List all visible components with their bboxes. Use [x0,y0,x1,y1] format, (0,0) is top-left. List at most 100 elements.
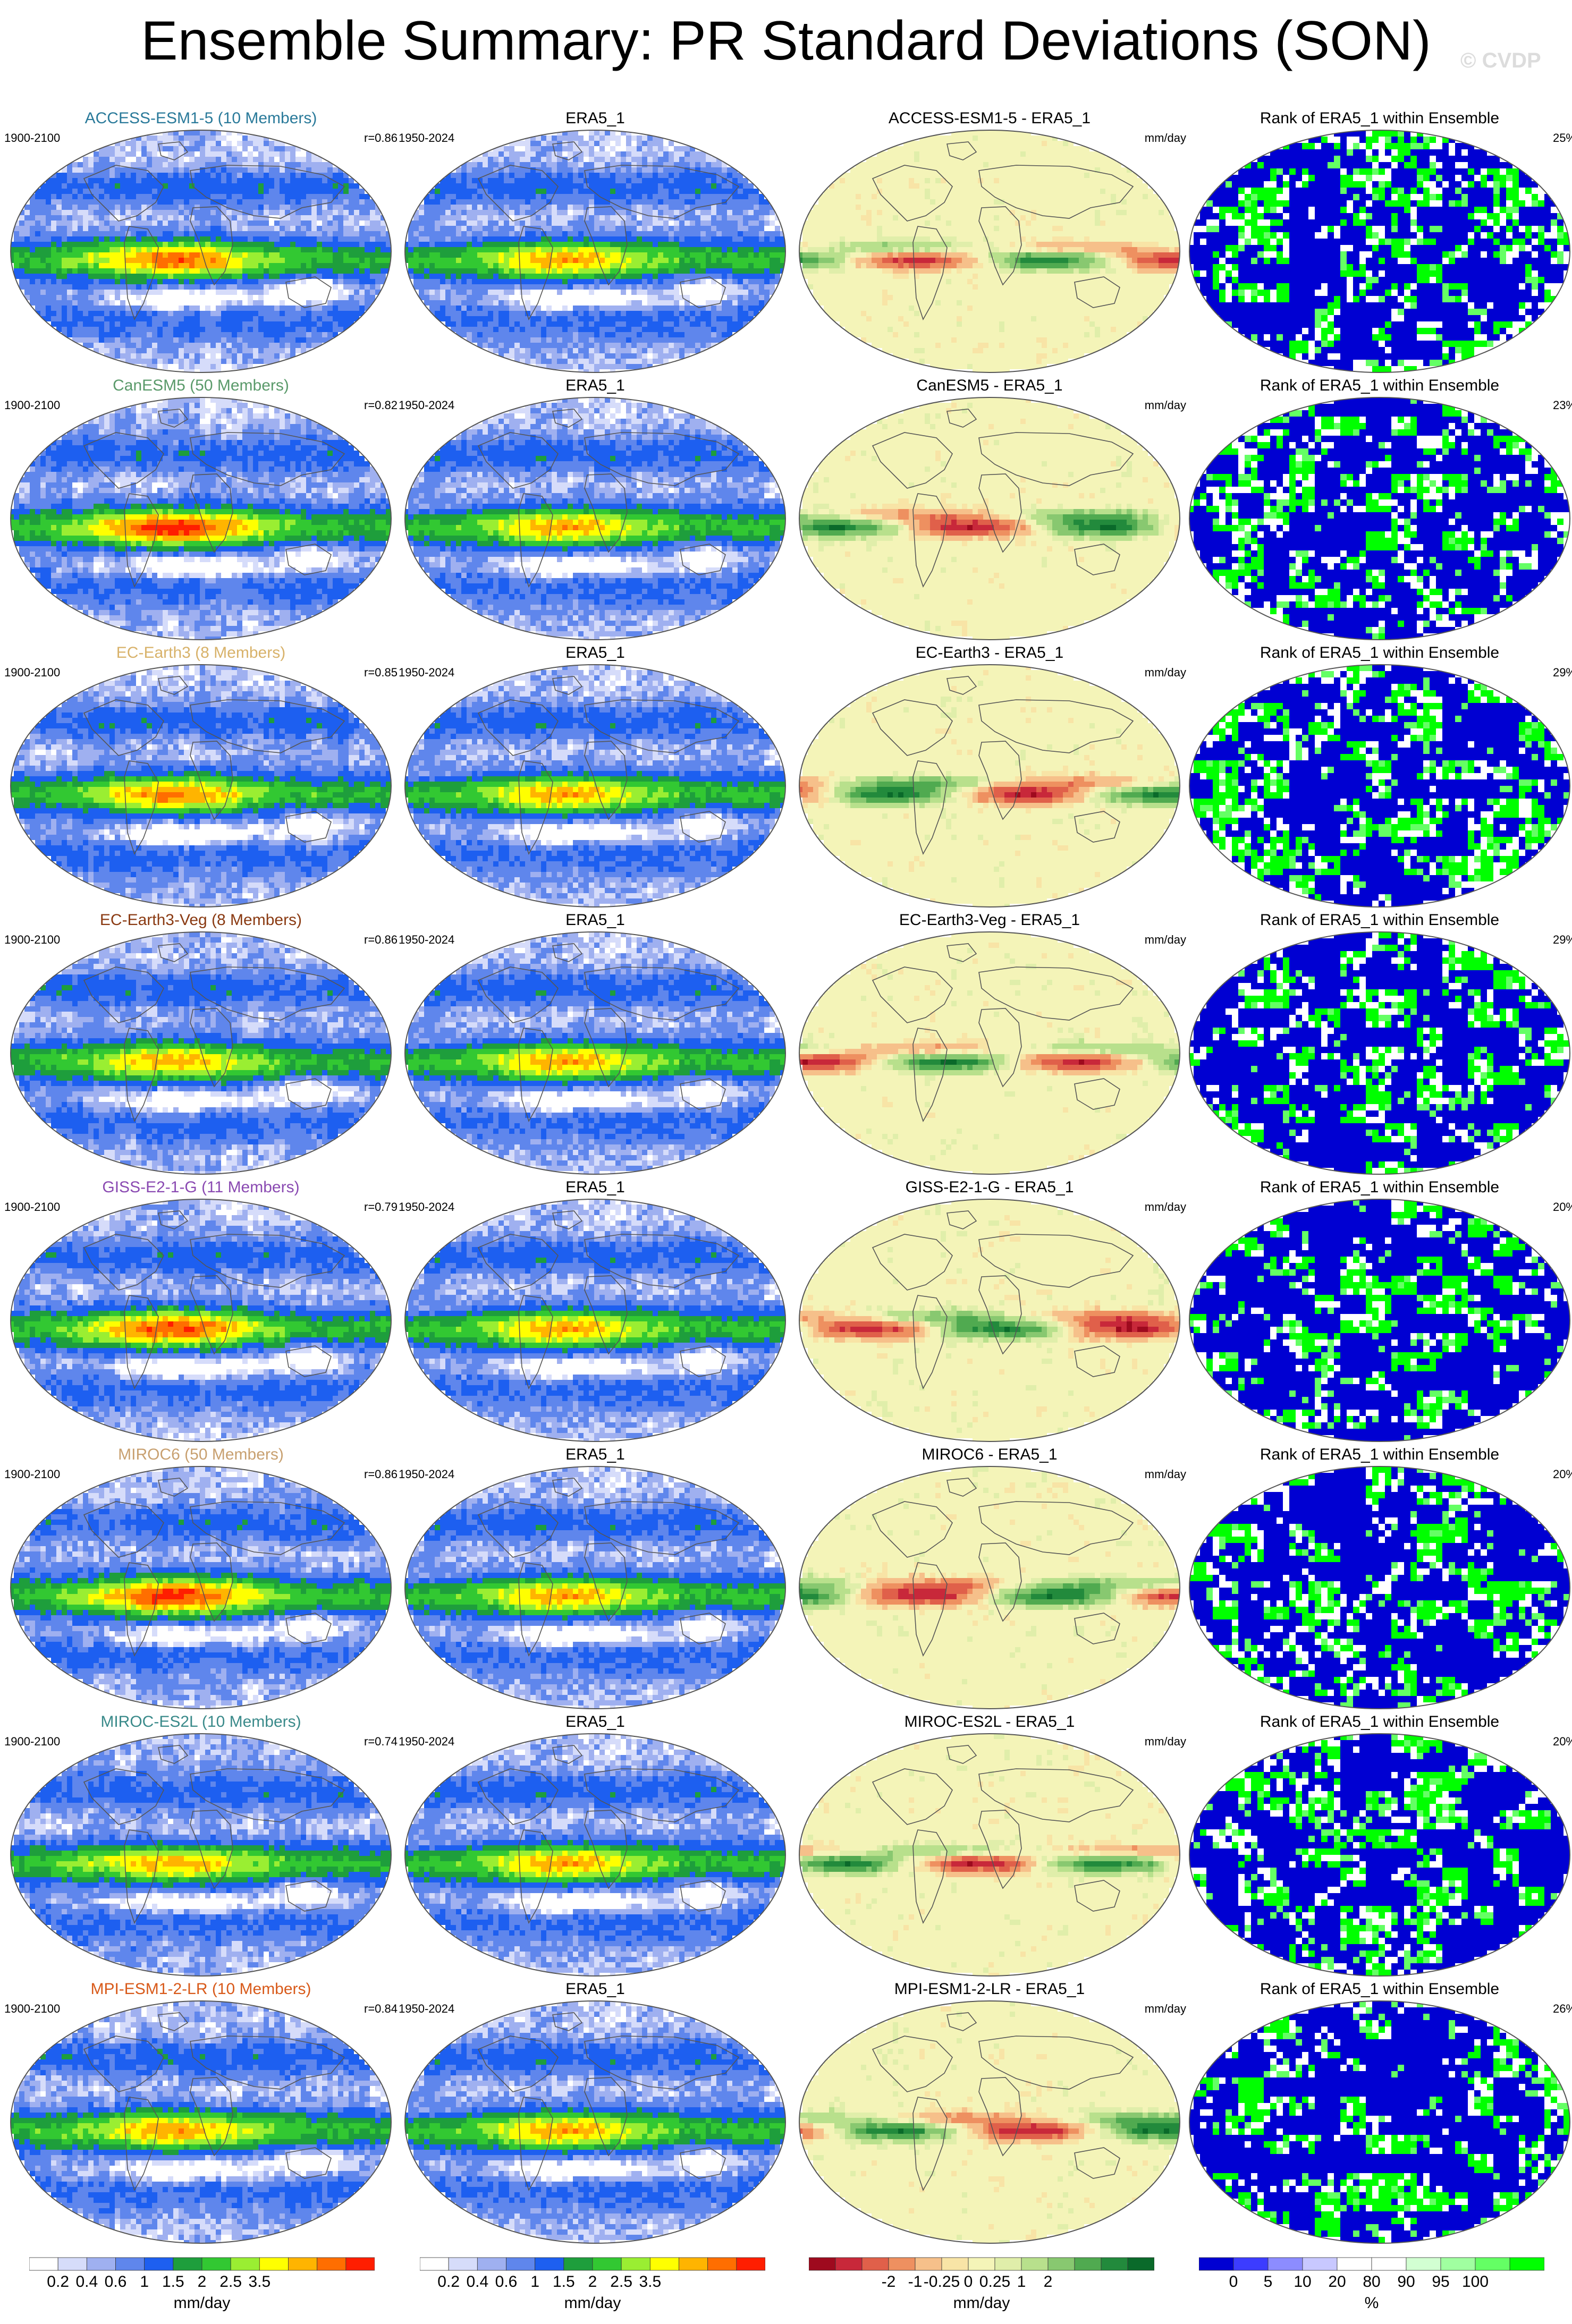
colorbar-tick-label: 2 [198,2273,207,2291]
colorbar-swatch [420,2258,449,2270]
model-stddev-map [4,1999,398,2245]
era5-stddev-map [399,1464,792,1711]
difference-panel-title: EC-Earth3-Veg - ERA5_1 [793,911,1186,930]
colorbar-swatch [1199,2258,1233,2270]
colorbar-swatch [506,2258,535,2270]
model-panel-title: EC-Earth3 (8 Members) [4,643,398,663]
era5-stddev-panel: ERA5_1 1950-2024 [399,911,792,1176]
difference-map [793,663,1186,909]
colorbar-swatch [679,2258,708,2270]
era5-panel-title: ERA5_1 [399,1178,792,1197]
colorbar-tick-label: 0.25 [979,2273,1010,2291]
era5-panel-title: ERA5_1 [399,1712,792,1732]
rank-panel-title: Rank of ERA5_1 within Ensemble [1183,911,1572,930]
colorbar-swatches [420,2257,765,2271]
colorbar-swatch [835,2258,862,2270]
colorbar-swatch [1406,2258,1441,2270]
colorbar-tick-label: 1.5 [162,2273,184,2291]
colorbar-tick-label: 0.4 [466,2273,488,2291]
era5-panel-title: ERA5_1 [399,643,792,663]
model-panel-title: ACCESS-ESM1-5 (10 Members) [4,109,398,128]
colorbar-swatch [942,2258,968,2270]
difference-panel-title: MIROC6 - ERA5_1 [793,1445,1186,1464]
colorbar-swatches [29,2257,375,2271]
colorbar-diff: -2 -1 -0.25 0 0.25 1 2 mm/day [809,2257,1176,2271]
colorbar-tick-label: 5 [1264,2273,1273,2291]
colorbar-tick-label: 0.6 [105,2273,127,2291]
colorbar-swatch [621,2258,650,2270]
difference-panel-title: ACCESS-ESM1-5 - ERA5_1 [793,109,1186,128]
colorbar-tick-label: 3.5 [639,2273,661,2291]
colorbar-swatch [968,2258,995,2270]
colorbar-tick-label: 80 [1363,2273,1380,2291]
era5-stddev-map [399,1999,792,2245]
colorbar-tick-label: 0.6 [495,2273,518,2291]
difference-panel: EC-Earth3 - ERA5_1 mm/day [793,643,1186,909]
colorbar-tick-label: 2 [1044,2273,1053,2291]
colorbar-swatch [1233,2258,1268,2270]
rank-panel-title: Rank of ERA5_1 within Ensemble [1183,643,1572,663]
model-stddev-panel: MIROC-ES2L (10 Members) 1900-2100 r=0.74 [4,1712,398,1978]
colorbar-unit-label: mm/day [809,2294,1154,2312]
colorbar-swatch [862,2258,889,2270]
colorbar-swatch [593,2258,621,2270]
model-stddev-panel: EC-Earth3-Veg (8 Members) 1900-2100 r=0.86 [4,911,398,1176]
model-stddev-map [4,663,398,909]
colorbar-unit-label: % [1199,2294,1544,2312]
colorbar-tick-label: 0.2 [437,2273,460,2291]
rank-map [1183,395,1572,642]
colorbar-swatch [564,2258,593,2270]
era5-stddev-panel: ERA5_1 1950-2024 [399,1980,792,2245]
difference-map [793,128,1186,375]
colorbar-unit-label: mm/day [420,2294,765,2312]
colorbar-swatch [87,2258,115,2270]
rank-map [1183,1464,1572,1711]
model-panel-title: MPI-ESM1-2-LR (10 Members) [4,1980,398,1999]
rank-panel-title: Rank of ERA5_1 within Ensemble [1183,1178,1572,1197]
colorbar-unit-label: mm/day [29,2294,375,2312]
era5-panel-title: ERA5_1 [399,911,792,930]
colorbar-swatch [202,2258,231,2270]
colorbar-swatch [1441,2258,1475,2270]
era5-stddev-panel: ERA5_1 1950-2024 [399,1712,792,1978]
colorbar-swatch [173,2258,202,2270]
difference-panel-title: EC-Earth3 - ERA5_1 [793,643,1186,663]
colorbar-swatch [116,2258,145,2270]
difference-map [793,1732,1186,1978]
colorbar-swatches [809,2257,1154,2271]
colorbar-tick-label: 0 [1229,2273,1238,2291]
colorbar-swatch [1303,2258,1337,2270]
model-stddev-map [4,128,398,375]
colorbar-swatch [708,2258,737,2270]
colorbar-tick-label: 95 [1432,2273,1449,2291]
rank-panel-title: Rank of ERA5_1 within Ensemble [1183,1980,1572,1999]
era5-stddev-panel: ERA5_1 1950-2024 [399,1445,792,1711]
difference-panel: MIROC6 - ERA5_1 mm/day [793,1445,1186,1711]
rank-map [1183,663,1572,909]
colorbar-rank: 0 5 10 20 80 90 95 100% [1199,2257,1566,2271]
model-stddev-panel: CanESM5 (50 Members) 1900-2100 r=0.82 [4,376,398,642]
rank-panel-title: Rank of ERA5_1 within Ensemble [1183,1445,1572,1464]
colorbar-swatch [29,2258,58,2270]
colorbar-swatch [259,2258,288,2270]
colorbar-swatches [1199,2257,1544,2271]
rank-panel-title: Rank of ERA5_1 within Ensemble [1183,109,1572,128]
era5-panel-title: ERA5_1 [399,109,792,128]
difference-panel-title: CanESM5 - ERA5_1 [793,376,1186,395]
model-panel-title: CanESM5 (50 Members) [4,376,398,395]
colorbar-tick-label: 1 [140,2273,149,2291]
colorbar-tick-label: 0 [964,2273,973,2291]
difference-panel-title: GISS-E2-1-G - ERA5_1 [793,1178,1186,1197]
difference-panel: GISS-E2-1-G - ERA5_1 mm/day [793,1178,1186,1444]
colorbar-tick-label: 1.5 [553,2273,575,2291]
difference-map [793,1197,1186,1444]
model-stddev-panel: MIROC6 (50 Members) 1900-2100 r=0.86 [4,1445,398,1711]
difference-map [793,1464,1186,1711]
colorbar-swatch [650,2258,679,2270]
colorbar-tick-label: 2.5 [219,2273,242,2291]
difference-panel: MIROC-ES2L - ERA5_1 mm/day [793,1712,1186,1978]
colorbar-tick-label: -1 [908,2273,923,2291]
